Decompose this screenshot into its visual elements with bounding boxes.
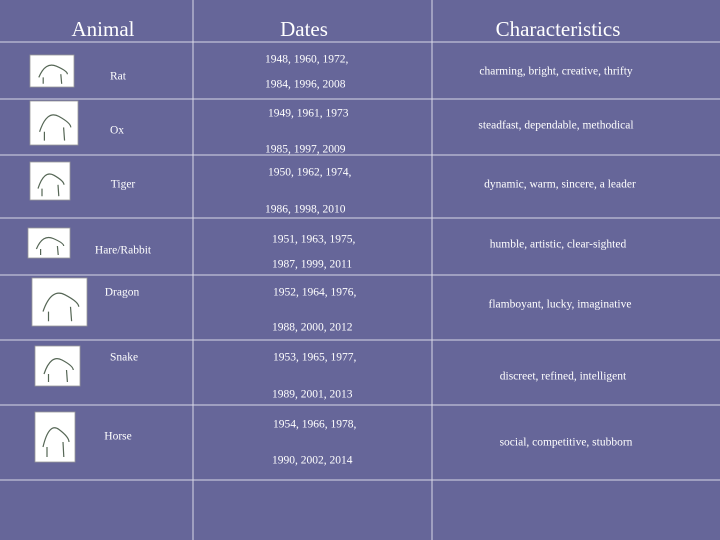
date-line: 1985, 1997, 2009 [265, 144, 346, 156]
animal-sketch [42, 427, 70, 458]
characteristics: dynamic, warm, sincere, a leader [484, 179, 636, 191]
animal-name: Tiger [111, 179, 136, 191]
date-line: 1949, 1961, 1973 [268, 108, 349, 120]
characteristics: steadfast, dependable, methodical [478, 120, 633, 132]
date-line: 1948, 1960, 1972, [265, 54, 349, 66]
date-line: 1987, 1999, 2011 [272, 259, 352, 271]
animal-icon [29, 54, 75, 88]
animal-sketch [39, 114, 72, 141]
characteristics: discreet, refined, intelligent [500, 371, 627, 383]
animal-name: Snake [110, 352, 138, 364]
characteristics: humble, artistic, clear-sighted [490, 239, 627, 251]
animal-icon [27, 227, 71, 259]
animal-sketch [42, 292, 80, 322]
header-cell: Dates [280, 17, 328, 41]
date-line: 1953, 1965, 1977, [273, 352, 357, 364]
date-line: 1984, 1996, 2008 [265, 79, 346, 91]
header-cell: Characteristics [496, 17, 621, 41]
characteristics: flamboyant, lucky, imaginative [489, 299, 632, 311]
date-line: 1989, 2001, 2013 [272, 389, 353, 401]
animal-icon [34, 411, 76, 463]
animal-name: Ox [110, 125, 124, 137]
animal-name: Horse [104, 431, 131, 443]
animal-name: Dragon [105, 287, 140, 299]
animal-sketch [37, 173, 65, 197]
header-cell: Animal [72, 17, 135, 41]
animal-sketch [38, 64, 68, 84]
date-line: 1952, 1964, 1976, [273, 287, 357, 299]
animal-name: Hare/Rabbit [95, 245, 152, 257]
animal-sketch [43, 358, 74, 383]
date-line: 1950, 1962, 1974, [268, 167, 352, 179]
animal-sketch [35, 236, 65, 256]
date-line: 1990, 2002, 2014 [272, 455, 353, 467]
date-line: 1954, 1966, 1978, [273, 419, 357, 431]
date-line: 1986, 1998, 2010 [265, 204, 346, 216]
animal-icon [29, 100, 79, 146]
characteristics: social, competitive, stubborn [500, 437, 633, 449]
animal-icon [31, 277, 88, 327]
date-line: 1951, 1963, 1975, [272, 234, 356, 246]
animal-name: Rat [110, 71, 127, 83]
animal-icon [34, 345, 81, 387]
animal-icon [29, 161, 71, 201]
date-line: 1988, 2000, 2012 [272, 322, 353, 334]
characteristics: charming, bright, creative, thrifty [479, 66, 633, 78]
